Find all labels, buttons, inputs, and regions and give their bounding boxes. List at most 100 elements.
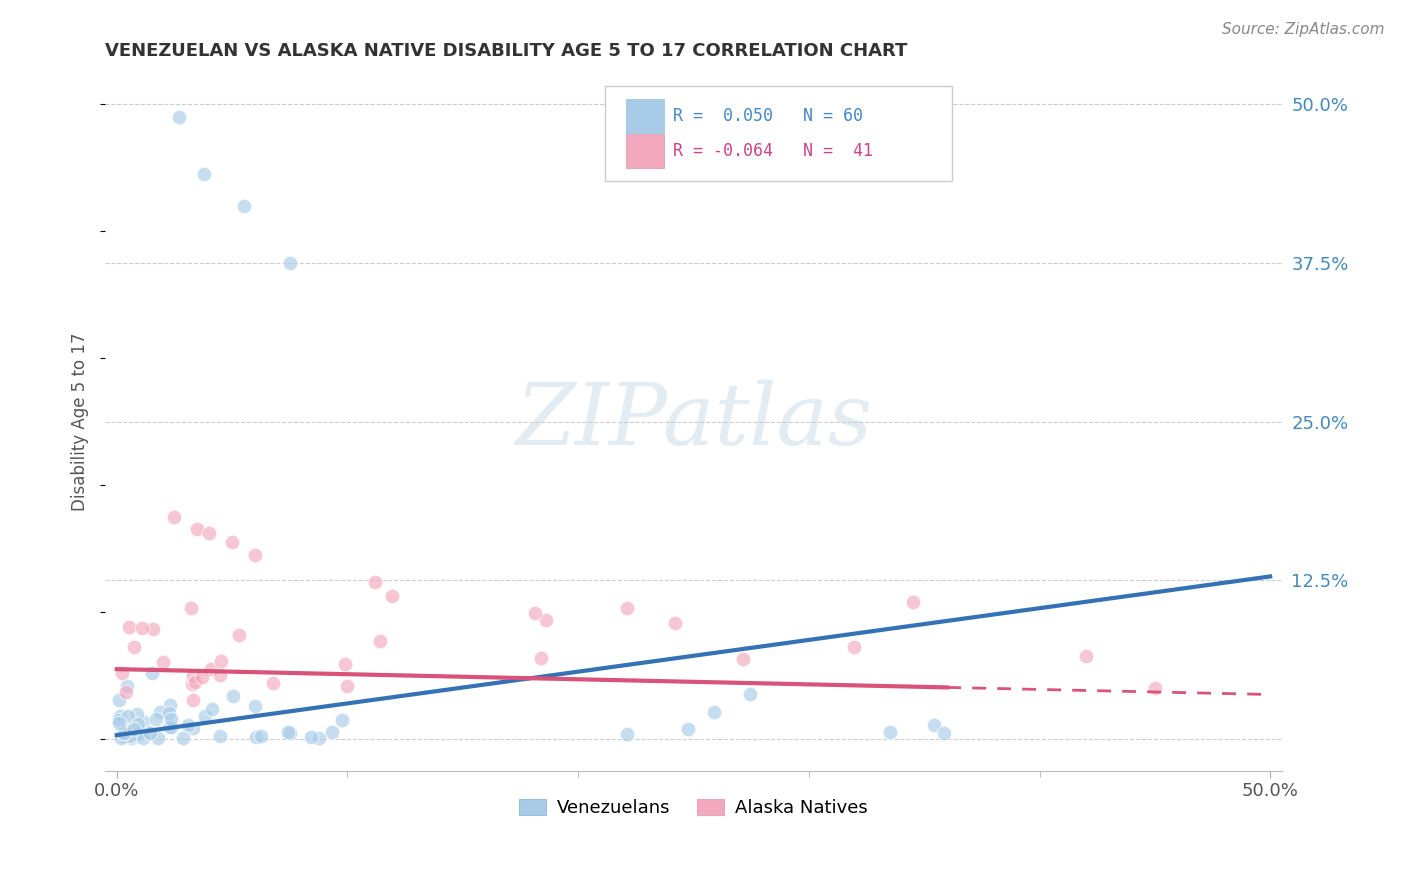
Point [181, 721, 204, 735]
Point [616, 600, 638, 615]
Point [110, 731, 132, 745]
Text: VENEZUELAN VS ALASKA NATIVE DISABILITY AGE 5 TO 17 CORRELATION CHART: VENEZUELAN VS ALASKA NATIVE DISABILITY A… [105, 42, 908, 60]
Point [262, 676, 284, 690]
Point [163, 509, 186, 524]
Point [132, 731, 155, 745]
Point [152, 655, 174, 669]
Text: Source: ZipAtlas.com: Source: ZipAtlas.com [1222, 22, 1385, 37]
Point [664, 616, 686, 631]
Point [250, 729, 273, 743]
Point [191, 670, 214, 684]
Point [922, 718, 945, 732]
Point [321, 725, 343, 739]
Point [180, 677, 202, 691]
Point [108, 693, 131, 707]
Point [117, 726, 139, 740]
Point [932, 726, 955, 740]
Point [194, 709, 217, 723]
Point [228, 628, 250, 642]
Point [148, 731, 170, 745]
Point [278, 256, 301, 270]
Point [221, 535, 243, 549]
Point [115, 679, 138, 693]
Point [177, 718, 200, 732]
Point [280, 726, 302, 740]
Point [381, 589, 404, 603]
Point [141, 622, 163, 636]
Point [145, 712, 167, 726]
Point [200, 662, 222, 676]
Point [184, 674, 207, 689]
Point [149, 705, 172, 719]
Point [167, 110, 190, 124]
Y-axis label: Disability Age 5 to 17: Disability Age 5 to 17 [72, 333, 89, 511]
Point [277, 725, 299, 739]
Point [332, 713, 354, 727]
Point [120, 731, 142, 745]
Point [180, 600, 202, 615]
Point [208, 668, 231, 682]
Point [139, 726, 162, 740]
Point [172, 731, 194, 745]
Point [299, 730, 322, 744]
Point [157, 706, 180, 721]
Text: R =  0.050   N = 60: R = 0.050 N = 60 [673, 107, 863, 125]
Point [108, 713, 131, 727]
Point [132, 715, 155, 730]
Text: R = -0.064   N =  41: R = -0.064 N = 41 [673, 143, 873, 161]
Point [117, 709, 139, 723]
Point [198, 526, 221, 541]
FancyBboxPatch shape [627, 99, 664, 133]
Point [616, 727, 638, 741]
Point [245, 731, 267, 745]
Point [336, 679, 359, 693]
Point [903, 595, 925, 609]
Point [879, 724, 901, 739]
Point [111, 666, 134, 681]
Point [181, 693, 204, 707]
Point [232, 199, 254, 213]
Point [118, 620, 141, 634]
FancyBboxPatch shape [627, 134, 664, 168]
Point [1143, 681, 1166, 695]
Point [118, 729, 141, 743]
Point [534, 613, 557, 627]
Point [703, 705, 725, 719]
Point [159, 712, 181, 726]
Point [108, 709, 131, 723]
Point [530, 651, 553, 665]
Point [335, 657, 357, 672]
Point [731, 652, 754, 666]
Point [125, 727, 148, 741]
Point [124, 640, 146, 655]
Point [208, 729, 231, 743]
Point [157, 720, 180, 734]
Point [111, 726, 134, 740]
Point [141, 665, 163, 680]
Point [160, 720, 183, 734]
Point [127, 717, 149, 731]
Point [209, 654, 232, 668]
Point [524, 606, 547, 620]
Point [738, 687, 761, 701]
Point [844, 640, 866, 655]
Point [138, 725, 160, 739]
Point [186, 523, 208, 537]
Point [243, 698, 266, 713]
Point [131, 621, 153, 635]
Point [181, 669, 204, 683]
Point [222, 690, 245, 704]
Point [127, 727, 149, 741]
Point [243, 548, 266, 562]
Point [364, 575, 387, 590]
Point [676, 722, 699, 736]
Point [308, 731, 330, 745]
Point [115, 684, 138, 698]
Point [201, 701, 224, 715]
Point [117, 724, 139, 739]
Point [108, 716, 131, 731]
Point [1074, 649, 1097, 664]
Point [368, 634, 391, 648]
Text: ZIPatlas: ZIPatlas [515, 380, 872, 463]
Point [115, 729, 138, 743]
